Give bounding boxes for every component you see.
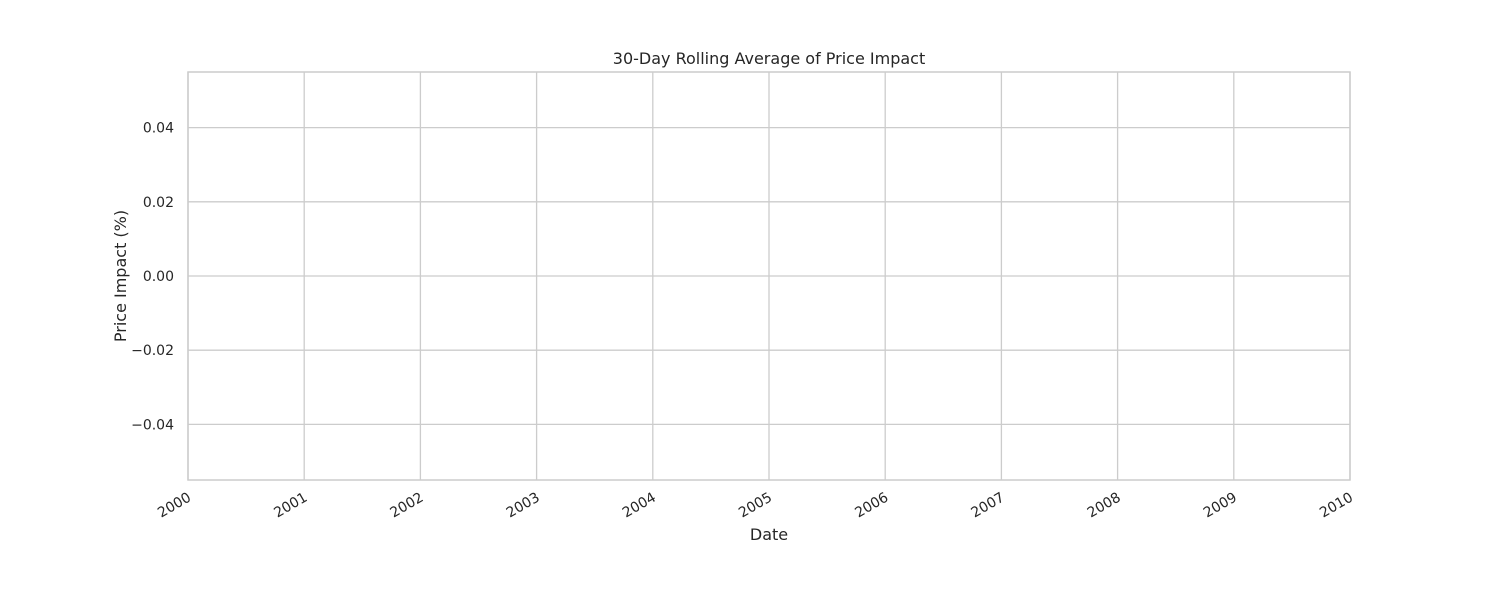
x-tick-label-2002: 2002	[388, 490, 427, 522]
x-tick-label-2003: 2003	[504, 490, 543, 522]
x-tick-labels: 2000 2001 2002 2003 2004 2005 2006 2007 2008 2009…	[155, 490, 1356, 522]
x-tick-label-2004: 2004	[620, 490, 659, 522]
y-tick-label-1: 0.02	[143, 195, 174, 211]
y-tick-labels: 0.04 0.02 0.00 −0.02 −0.04	[131, 121, 174, 434]
x-axis-label: Date	[750, 525, 788, 544]
y-tick-label-3: −0.02	[131, 343, 174, 359]
x-tick-label-2005: 2005	[736, 490, 775, 522]
x-tick-label-2006: 2006	[852, 490, 891, 522]
chart-title: 30-Day Rolling Average of Price Impact	[613, 49, 925, 68]
y-axis-label: Price Impact (%)	[111, 210, 130, 342]
x-tick-label-2010: 2010	[1317, 490, 1356, 522]
y-tick-label-4: −0.04	[131, 417, 174, 433]
x-tick-label-2001: 2001	[271, 490, 310, 522]
x-tick-label-2008: 2008	[1085, 490, 1124, 522]
plot-frame	[187, 71, 1351, 481]
y-tick-label-2: 0.00	[143, 269, 174, 285]
x-tick-label-2009: 2009	[1201, 490, 1240, 522]
x-tick-label-2007: 2007	[969, 490, 1008, 522]
x-tick-label-2000: 2000	[155, 490, 194, 522]
y-gridlines	[188, 126, 1350, 426]
y-tick-label-0: 0.04	[143, 121, 174, 137]
